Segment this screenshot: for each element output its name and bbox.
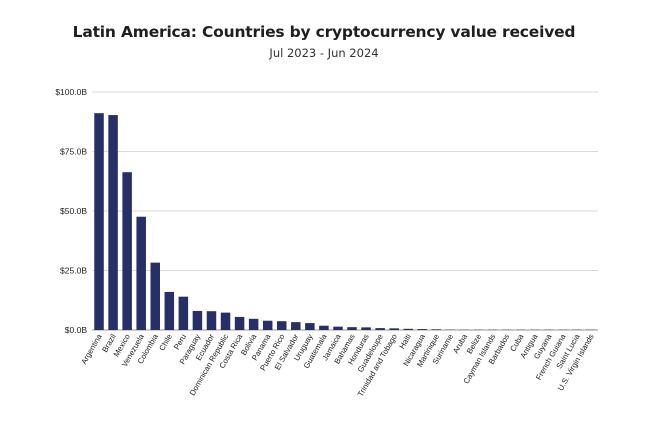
bar-costa-rica [234, 316, 245, 330]
y-tick-label: $25.0B [60, 266, 87, 276]
bar-venezuela [136, 216, 146, 330]
bar-guatemala [319, 325, 329, 330]
bar-bolivia [248, 318, 259, 330]
y-tick-label: $100.0B [55, 87, 87, 97]
chart-subtitle: Jul 2023 - Jun 2024 [269, 46, 379, 60]
bar-paraguay [192, 310, 203, 330]
bar-martinique [431, 329, 442, 330]
bar-uruguay [305, 323, 315, 330]
bar-argentina [94, 113, 104, 330]
bar-panama [262, 320, 273, 330]
bar-brazil [108, 115, 118, 330]
bar-dominican-republic [220, 312, 231, 330]
bar-trinidad-and-tobago [389, 328, 399, 330]
chart-title: Latin America: Countries by cryptocurren… [72, 23, 576, 41]
bar-mexico [122, 172, 132, 330]
gridlines [92, 91, 598, 331]
bar-honduras [361, 327, 371, 330]
bar-puerto-rico [277, 321, 287, 330]
bar-ecuador [206, 311, 217, 330]
bar-el-salvador [291, 322, 301, 330]
bar-guadeloupe [375, 328, 385, 330]
y-tick-label: $75.0B [60, 147, 87, 157]
bar-bahamas [347, 327, 357, 330]
bar-chile [164, 291, 175, 330]
x-axis: ArgentinaBrazilMexicoVenezuelaColombiaCh… [79, 332, 595, 398]
y-tick-label: $50.0B [60, 206, 87, 216]
bars [94, 113, 596, 330]
bar-colombia [150, 262, 160, 330]
bar-peru [178, 296, 189, 330]
y-tick-label: $0.0B [65, 325, 88, 335]
bar-nicaragua [417, 329, 428, 330]
y-axis: $0.0B $25.0B $50.0B $75.0B $100.0B [55, 87, 87, 335]
x-tick-label: Chile [157, 333, 174, 353]
bar-haiti [403, 328, 413, 330]
bar-jamaica [333, 326, 343, 330]
